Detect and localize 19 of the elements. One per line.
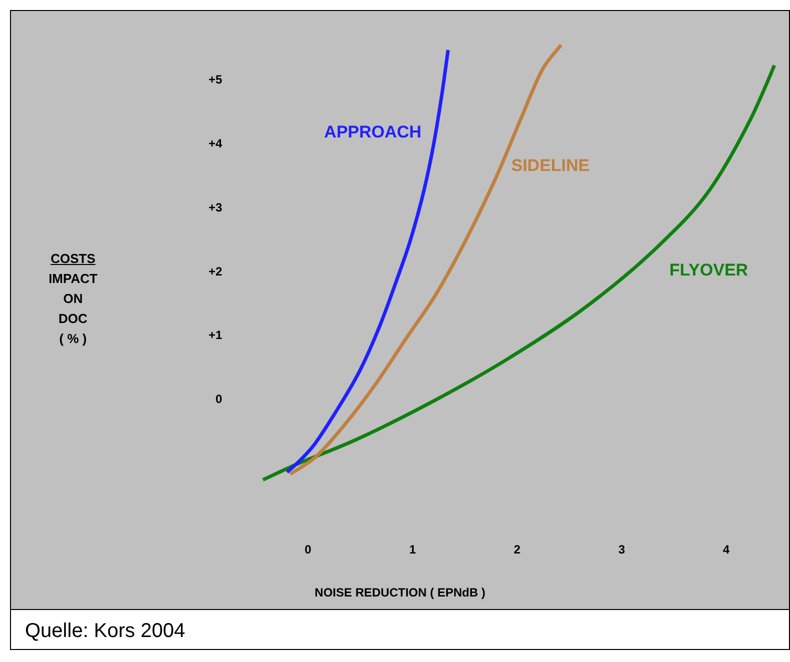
x-tick-label: 4 (722, 542, 730, 556)
y-tick-label: +4 (208, 136, 223, 150)
source-note: Quelle: Kors 2004 (11, 609, 789, 649)
y-tick-label: +5 (208, 72, 223, 86)
y-tick-label: +2 (208, 264, 223, 278)
annotation: COSTS IMPACT ON DOC ( % ) (48, 250, 98, 348)
line-series (261, 64, 776, 482)
line-series (285, 48, 450, 474)
x-tick-label: 0 (304, 542, 312, 556)
y-tick-label: +1 (208, 328, 223, 342)
y-tick-label: 0 (216, 392, 223, 406)
series-label: SIDELINE (511, 156, 590, 175)
series-label: FLYOVER (669, 260, 748, 280)
y-tick-label: +3 (208, 200, 223, 214)
x-axis-title: NOISE REDUCTION ( EPNdB ) (314, 586, 486, 600)
x-tick-label: 3 (618, 542, 626, 556)
x-tick-label: 2 (514, 542, 521, 556)
series-label: APPROACH (324, 122, 422, 142)
x-tick-label: 1 (409, 542, 416, 556)
